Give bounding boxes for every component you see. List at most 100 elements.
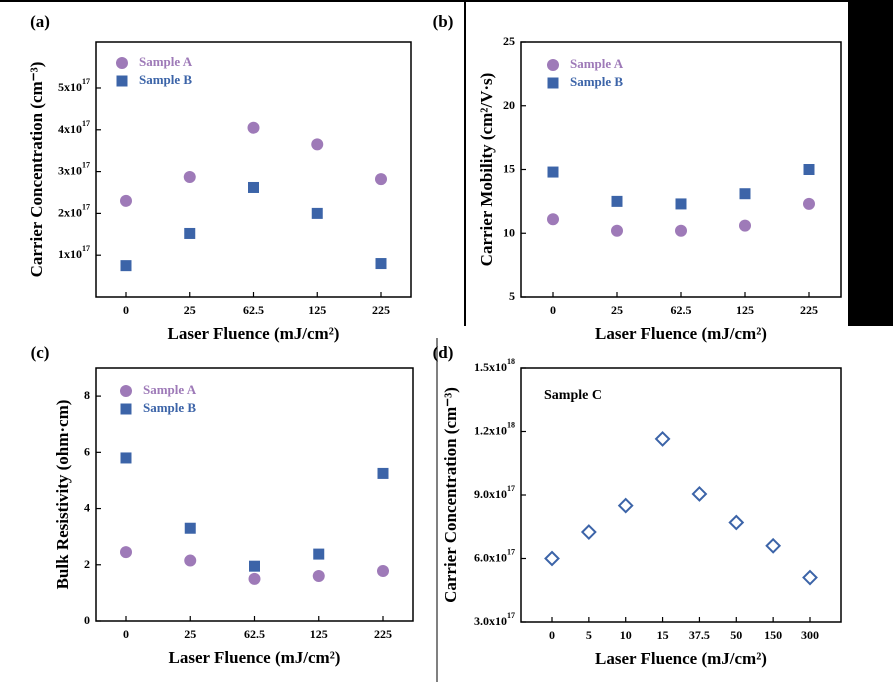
data-point-sample-a: [375, 173, 387, 186]
data-point-sample-a: [311, 138, 324, 151]
x-axis-title: Laser Fluence (mJ/cm²): [169, 648, 341, 667]
panel-label: (b): [433, 12, 454, 31]
x-tick-label: 225: [372, 303, 390, 317]
x-axis-title: Laser Fluence (mJ/cm²): [595, 649, 767, 668]
x-tick-label: 125: [308, 303, 326, 317]
dark-block-right: [848, 0, 893, 326]
legend-label: Sample B: [570, 74, 623, 89]
data-point-sample-c: [617, 497, 634, 514]
data-point-sample-a: [120, 546, 132, 559]
plot-frame: [520, 367, 842, 623]
y-tick-label-base: 15: [503, 161, 515, 175]
y-tick-label: 10: [503, 225, 515, 239]
legend-marker-sample-a: [547, 59, 559, 71]
y-tick-label-base: 1.2x10: [474, 423, 507, 437]
data-point-sample-a: [247, 121, 260, 134]
x-tick-label: 0: [550, 303, 556, 317]
y-tick-label-base: 4: [84, 500, 90, 514]
y-tick-label: 20: [503, 98, 515, 112]
x-tick-label: 25: [611, 303, 623, 317]
data-point-sample-c: [544, 550, 560, 567]
data-point-sample-b: [803, 164, 815, 175]
x-tick-label: 37.5: [689, 628, 710, 642]
y-axis-title: Carrier Concentration (cm⁻³): [441, 387, 460, 603]
data-point-sample-b: [184, 522, 196, 534]
y-tick-label: 6: [84, 444, 90, 458]
y-tick-label-base: 5: [509, 289, 515, 303]
y-tick-label-exponent: 17: [82, 77, 90, 86]
data-point-sample-c: [728, 514, 745, 531]
y-tick-label-exponent: 17: [82, 160, 90, 169]
x-axis-title: Laser Fluence (mJ/cm²): [168, 324, 340, 343]
x-tick-label: 62.5: [671, 303, 692, 317]
data-point-sample-c: [580, 524, 597, 540]
y-tick-label-exponent: 17: [82, 119, 90, 128]
y-tick-label-base: 5x10: [58, 80, 82, 94]
annotation-sample-c: Sample C: [544, 388, 602, 403]
x-tick-label: 300: [801, 628, 819, 642]
data-point-sample-b: [611, 195, 623, 207]
data-point-sample-a: [803, 197, 815, 210]
x-tick-label: 0: [123, 303, 129, 317]
y-tick-label-base: 2: [84, 557, 90, 571]
data-point-sample-b: [120, 452, 132, 464]
y-tick-label-exponent: 17: [507, 547, 515, 556]
y-tick-label-base: 1.5x10: [474, 360, 507, 374]
y-tick-label: 5x1017: [58, 77, 90, 94]
legend-label: Sample A: [139, 54, 193, 69]
y-axis-title: Carrier Mobility (cm²/V·s): [477, 73, 496, 267]
y-tick-label: 0: [84, 613, 90, 627]
x-tick-label: 15: [657, 628, 669, 642]
x-tick-label: 150: [764, 628, 782, 642]
y-tick-label: 4x1017: [58, 119, 90, 136]
legend-marker-sample-a: [116, 57, 128, 69]
y-tick-label-exponent: 18: [507, 420, 515, 429]
x-tick-label: 0: [123, 627, 129, 641]
y-tick-label-base: 3.0x10: [474, 614, 507, 628]
legend-label: Sample B: [143, 400, 196, 415]
data-point-sample-a: [547, 213, 559, 226]
legend-label: Sample A: [143, 382, 197, 397]
data-point-sample-c: [654, 430, 671, 447]
panel-d: (d)3.0x10176.0x10179.0x10171.2x10181.5x1…: [433, 343, 842, 668]
data-point-sample-b: [375, 258, 387, 270]
y-tick-label-exponent: 17: [507, 484, 515, 493]
y-tick-label: 1x1017: [58, 244, 90, 261]
data-point-sample-b: [547, 166, 559, 178]
legend-marker-sample-b: [116, 75, 128, 87]
data-point-sample-a: [120, 194, 132, 207]
data-point-sample-c: [765, 537, 782, 554]
panel-label: (d): [433, 343, 454, 362]
plot-frame: [520, 41, 842, 298]
y-tick-label-base: 6: [84, 444, 90, 458]
x-axis-title: Laser Fluence (mJ/cm²): [595, 324, 767, 343]
data-point-sample-a: [312, 570, 325, 583]
y-tick-label: 3.0x1017: [474, 611, 515, 628]
x-tick-label: 225: [800, 303, 818, 317]
x-tick-label: 10: [620, 628, 632, 642]
panel-b: (b) 5 10 15 20 25 0 25 62.5 125 225 Laser Fluence (…: [433, 12, 842, 343]
y-tick-label: 2x1017: [58, 202, 90, 219]
y-axis-title: Carrier Concentration (cm⁻³): [27, 62, 46, 278]
y-tick-label-exponent: 18: [507, 357, 515, 366]
y-tick-label: 1.5x1018: [474, 357, 515, 374]
y-tick-label-base: 1x10: [58, 247, 82, 261]
y-tick-label-base: 3x10: [58, 163, 82, 177]
x-tick-label: 125: [310, 627, 328, 641]
data-point-sample-b: [675, 198, 687, 210]
x-tick-label: 5: [586, 628, 592, 642]
data-point-sample-c: [802, 569, 818, 586]
panel-label: (c): [31, 343, 50, 362]
y-tick-label: 1.2x1018: [474, 420, 515, 437]
data-point-sample-b: [184, 227, 196, 239]
y-tick-label-base: 8: [84, 388, 90, 402]
y-tick-label: 25: [503, 34, 515, 48]
data-point-sample-a: [184, 554, 197, 567]
data-point-sample-b: [249, 560, 260, 572]
y-tick-label-base: 20: [503, 98, 515, 112]
y-tick-label-exponent: 17: [82, 244, 90, 253]
x-tick-label: 125: [736, 303, 754, 317]
y-tick-label: 9.0x1017: [474, 484, 515, 501]
